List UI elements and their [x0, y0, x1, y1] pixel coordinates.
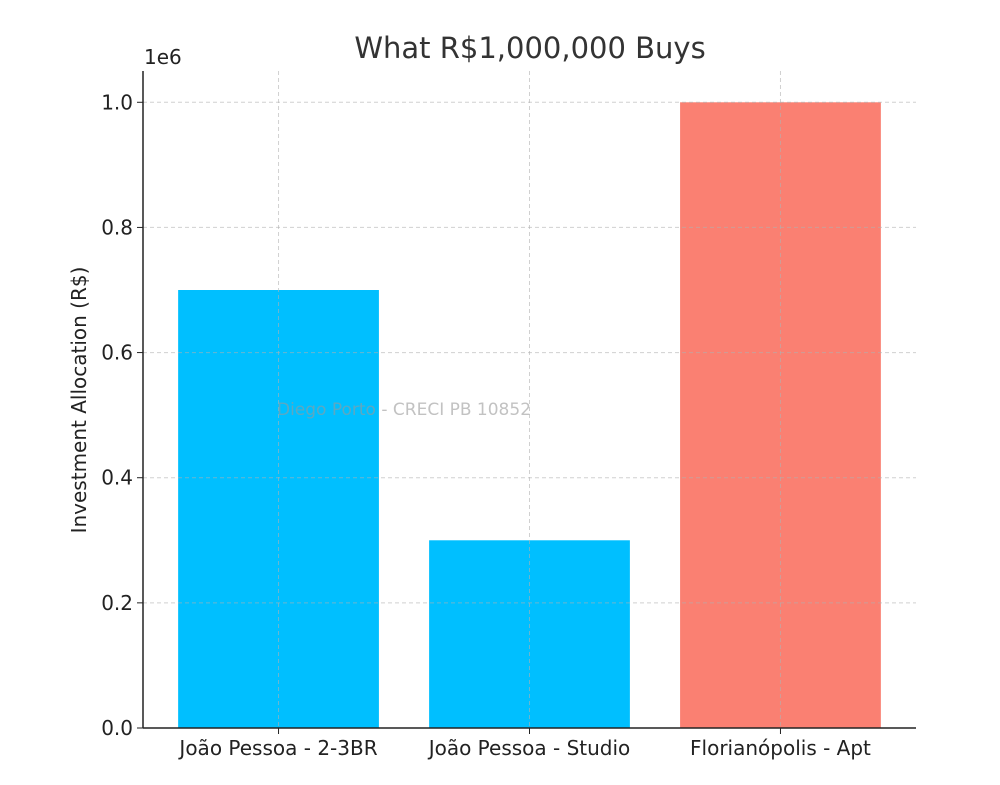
chart-title: What R$1,000,000 Buys [354, 31, 705, 65]
y-axis-label: Investment Allocation (R$) [67, 267, 91, 534]
y-offset-label: 1e6 [144, 45, 182, 69]
y-tick-label: 0.2 [101, 591, 133, 615]
x-tick-label: João Pessoa - Studio [427, 736, 631, 760]
y-tick-label: 0.0 [101, 716, 133, 740]
x-tick-label: João Pessoa - 2-3BR [177, 736, 377, 760]
y-tick-label: 0.6 [101, 341, 133, 365]
y-tick-label: 0.8 [101, 215, 133, 239]
y-tick-label: 0.4 [101, 466, 133, 490]
watermark: Diego Porto - CRECI PB 10852 [277, 400, 531, 420]
y-tick-label: 1.0 [101, 90, 133, 114]
x-tick-label: Florianópolis - Apt [690, 736, 871, 760]
